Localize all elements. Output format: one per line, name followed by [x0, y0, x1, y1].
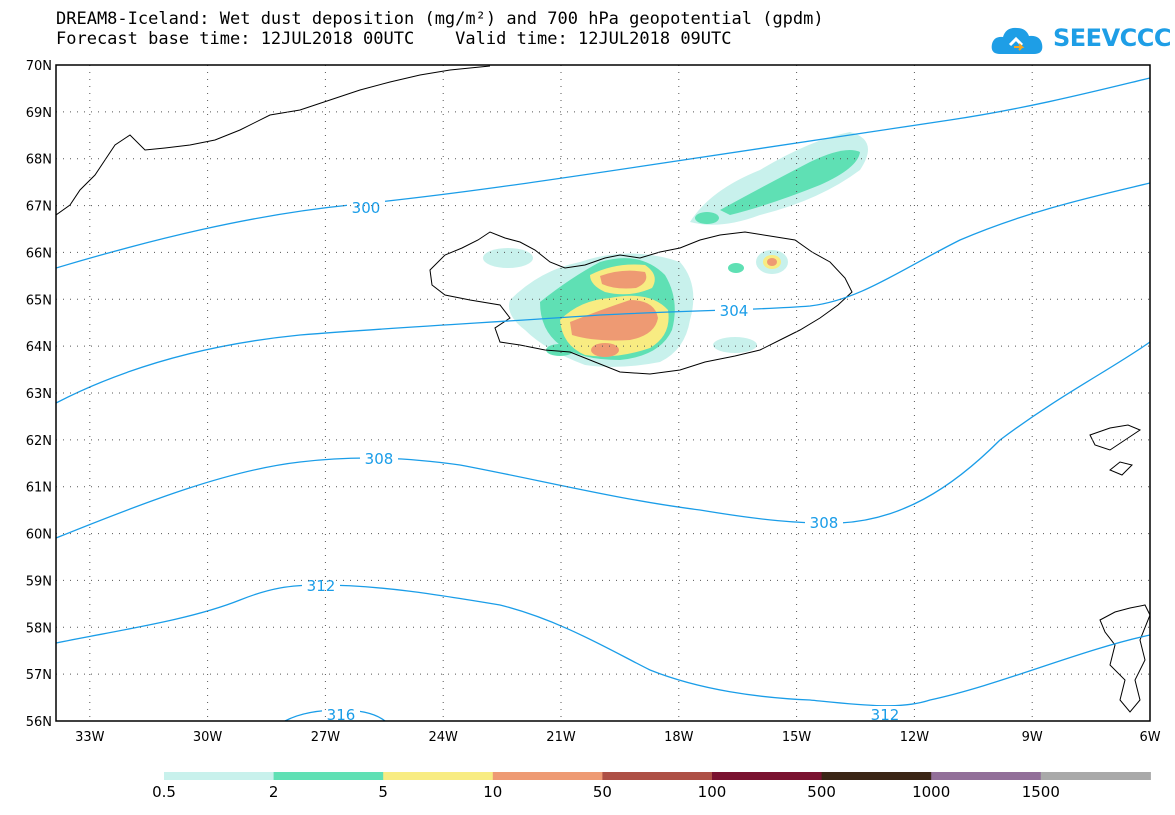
- latitude-label: 63N: [26, 387, 52, 402]
- legend-label: 100: [697, 783, 727, 801]
- contour-label-308-east: 308: [810, 514, 839, 532]
- latitude-label: 59N: [26, 574, 52, 589]
- contour-label-312-east: 312: [871, 706, 900, 724]
- longitude-label: 24W: [428, 730, 458, 745]
- legend-swatch: [712, 772, 823, 780]
- contour-label-300: 300: [352, 199, 381, 217]
- legend-label: 0.5: [152, 783, 176, 801]
- legend-swatch: [164, 772, 275, 780]
- legend-swatch: [1040, 772, 1151, 780]
- contour-label-312-west: 312: [307, 577, 336, 595]
- contour-label-308-west: 308: [365, 450, 394, 468]
- contour-label-316: 316: [327, 706, 356, 724]
- latitude-label: 68N: [26, 153, 52, 168]
- latitude-labels: 70N 69N 68N 67N 66N 65N 64N 63N 62N 61N 60N 59N 58N 5…: [26, 59, 52, 730]
- latitude-label: 56N: [26, 715, 52, 730]
- map-frame: [55, 64, 1151, 722]
- latitude-label: 60N: [26, 528, 52, 543]
- longitude-label: 12W: [900, 730, 930, 745]
- legend-label: 1500: [1021, 783, 1060, 801]
- forecast-times: Forecast base time: 12JUL2018 00UTC Vali…: [56, 29, 732, 49]
- legend-label: 5: [378, 783, 388, 801]
- latitude-label: 64N: [26, 340, 52, 355]
- longitude-label: 21W: [546, 730, 576, 745]
- latitude-label: 66N: [26, 246, 52, 261]
- latitude-label: 57N: [26, 668, 52, 683]
- legend-swatch: [821, 772, 932, 780]
- legend-swatch: [602, 772, 713, 780]
- legend-label: 500: [807, 783, 836, 801]
- latitude-label: 67N: [26, 200, 52, 215]
- longitude-label: 6W: [1139, 730, 1160, 745]
- legend-swatch: [383, 772, 494, 780]
- legend-label: 1000: [912, 783, 951, 801]
- contour-label-304: 304: [720, 302, 749, 320]
- longitude-label: 30W: [193, 730, 223, 745]
- latitude-label: 58N: [26, 621, 52, 636]
- longitude-label: 33W: [75, 730, 105, 745]
- longitude-label: 9W: [1022, 730, 1043, 745]
- chart-title: DREAM8-Iceland: Wet dust deposition (mg/…: [56, 9, 824, 29]
- logo-text: SEEVCCC: [1053, 24, 1172, 52]
- color-legend: [164, 772, 1151, 780]
- legend-swatch: [273, 772, 384, 780]
- graticule: [56, 65, 1150, 721]
- longitude-label: 18W: [664, 730, 694, 745]
- latitude-label: 62N: [26, 434, 52, 449]
- coastlines: [56, 65, 1150, 713]
- legend-label: 50: [592, 783, 612, 801]
- legend-label: 10: [483, 783, 503, 801]
- geopotential-contours: [56, 77, 1150, 721]
- latitude-label: 65N: [26, 293, 52, 308]
- longitude-labels: 33W 30W 27W 24W 21W 18W 15W 12W 9W 6W: [75, 730, 1161, 745]
- longitude-label: 15W: [782, 730, 812, 745]
- legend-swatch: [931, 772, 1042, 780]
- dust-shading: [483, 132, 868, 367]
- latitude-label: 69N: [26, 106, 52, 121]
- longitude-label: 27W: [311, 730, 341, 745]
- legend-swatch: [492, 772, 603, 780]
- cloud-logo-icon: [991, 27, 1043, 54]
- latitude-label: 70N: [26, 59, 52, 74]
- contour-labels: 300 304 308 308 312 312 316: [302, 199, 904, 724]
- latitude-label: 61N: [26, 481, 52, 496]
- legend-label: 2: [268, 783, 279, 801]
